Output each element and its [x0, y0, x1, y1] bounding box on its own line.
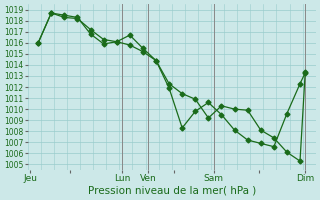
X-axis label: Pression niveau de la mer( hPa ): Pression niveau de la mer( hPa ) — [88, 186, 256, 196]
